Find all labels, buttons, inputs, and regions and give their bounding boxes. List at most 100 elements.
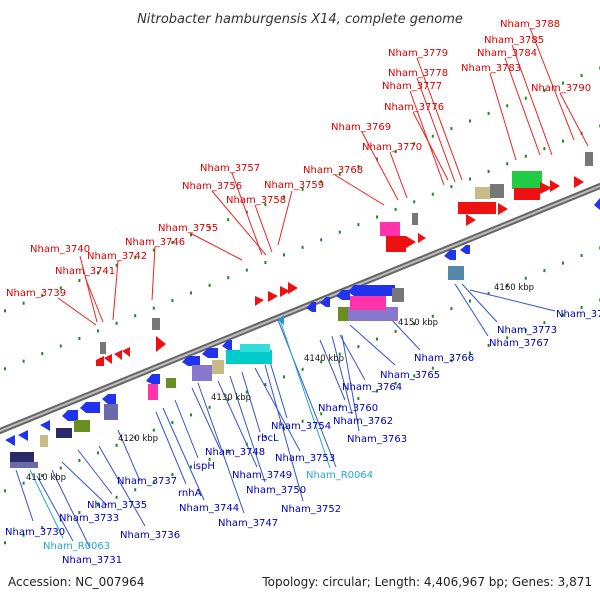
gene-label[interactable]: Nham_3760 [318,403,378,414]
gene-label[interactable]: Nham_3730 [5,527,65,538]
tick-dot [524,328,527,332]
tick-dot [394,381,397,385]
gene-label[interactable]: Nham_3768 [303,165,363,176]
tick-dot [431,314,434,318]
tick-dot [469,177,471,181]
tick-dot [41,526,44,530]
tick-dot [487,169,490,173]
gene-label[interactable]: Nham_3756 [182,181,242,192]
gene-label[interactable]: Nham_3784 [477,48,537,59]
tick-dots [4,66,600,545]
gene-label[interactable]: Nham_3739 [6,288,66,299]
rna-label[interactable]: Nham_R0064 [306,470,373,481]
tick-dot [22,301,25,305]
tick-dot [450,185,453,189]
gene-label[interactable]: rnhA [178,488,202,499]
gene-label[interactable]: Nham_3788 [500,19,560,30]
tick-dot [59,344,62,348]
tick-dot [580,74,583,77]
gene-label[interactable]: Nham_3737 [117,476,177,487]
gene-label[interactable]: Nham_3776 [384,102,444,113]
tick-dot [115,263,118,267]
gene-label[interactable]: Nham_3765 [380,370,440,381]
gene-label[interactable]: Nham_3748 [205,447,265,458]
tick-dot [264,203,267,206]
tick-dot [376,337,378,341]
accession-text: Accession: NC_007964 [8,575,144,589]
tick-dot [301,419,304,423]
gene-label[interactable]: Nham_3777 [382,81,442,92]
tick-dot [227,218,230,222]
gene-label[interactable]: ispH [193,461,215,472]
gene-label[interactable]: Nham_3733 [59,513,119,524]
gene-label[interactable]: Nham_3785 [484,35,544,46]
gene-label[interactable]: Nham_3752 [281,504,341,515]
gene-label[interactable]: Nham_3763 [347,434,407,445]
gene-label[interactable]: Nham_3744 [179,503,239,514]
gene-label[interactable]: Nham_3758 [226,195,286,206]
tick-dot [431,366,434,370]
scale-mark: 4140 kbp [304,354,344,364]
scale-marks: 4110 kbp 4120 kbp 4130 kbp 4140 kbp 4150… [26,283,534,483]
tick-dot [413,322,416,326]
tick-dot [152,428,155,432]
gene-label[interactable]: Nham_3770 [362,142,422,153]
gene-label[interactable]: rbcL [257,433,279,444]
gene-label[interactable]: Nham_3783 [461,63,521,74]
gene-label[interactable]: Nham_3767 [489,338,549,349]
tick-dot [320,180,323,184]
tick-dot [78,337,81,340]
tick-dot [283,375,285,379]
tick-dot [41,474,44,478]
tick-dot [394,207,397,211]
tick-dot [134,256,137,260]
tick-dot [264,435,267,438]
scale-mark: 4120 kbp [118,434,158,444]
gene-label[interactable]: Nham_3766 [414,353,474,364]
gene-label[interactable]: Nham_3773 [497,325,557,336]
tick-dot [357,223,360,227]
gene-label[interactable]: Nham_3755 [158,223,218,234]
genome-backbone [0,182,600,435]
gene-label[interactable]: Nham_3762 [333,416,393,427]
gene-label[interactable]: Nham_3769 [331,122,391,133]
tick-dot [4,489,6,493]
gene-label[interactable]: Nham_3754 [271,421,331,432]
gene-label[interactable]: Nham_3779 [388,48,448,59]
tick-dot [524,154,527,158]
scale-mark: 4160 kbp [494,283,534,293]
tick-dot [152,248,155,252]
tick-dot [469,299,471,303]
scale-mark: 4110 kbp [26,473,66,483]
gene-label[interactable]: Nham_3731 [62,555,122,566]
tick-dot [245,268,248,272]
gene-label[interactable]: Nham_3742 [87,251,147,262]
gene-label[interactable]: Nham_3757 [200,163,260,174]
gene-label[interactable]: Nham_3759 [264,180,324,191]
tick-dot [357,165,360,169]
tick-dot [450,127,453,131]
gene-label[interactable]: Nham_3741 [55,266,115,277]
tick-dot [320,412,323,416]
tick-dot [283,195,285,199]
tick-dot [450,359,453,363]
gene-label[interactable]: Nham_3775 [556,309,600,320]
gene-label[interactable]: Nham_3778 [388,68,448,79]
gene-label[interactable]: Nham_3764 [342,382,402,393]
tick-dot [580,306,583,309]
gene-label[interactable]: Nham_3753 [275,453,335,464]
tick-dot [171,241,174,244]
tick-dot [227,450,230,454]
gene-label[interactable]: Nham_3740 [30,244,90,255]
gene-label[interactable]: Nham_3747 [218,518,278,529]
tick-dot [376,157,378,161]
rna-label[interactable]: Nham_R0063 [43,541,110,552]
gene-label[interactable]: Nham_3790 [531,83,591,94]
gene-label[interactable]: Nham_3750 [246,485,306,496]
gene-label[interactable]: Nham_3736 [120,530,180,541]
gene-label[interactable]: Nham_3746 [125,237,185,248]
tick-dot [357,345,360,349]
gene-label[interactable]: Nham_3749 [232,470,292,481]
gene-label[interactable]: Nham_3735 [87,500,147,511]
tick-dot [487,343,490,347]
